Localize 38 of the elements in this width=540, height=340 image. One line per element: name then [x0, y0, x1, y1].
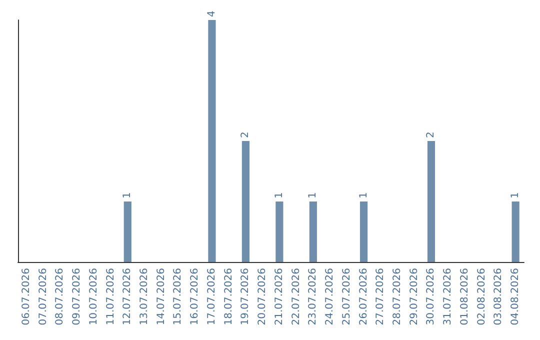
data-label: 1 — [274, 192, 285, 198]
x-tick-label: 31.07.2026 — [442, 268, 454, 326]
x-tick-label: 02.08.2026 — [476, 268, 488, 326]
x-tick-label: 29.07.2026 — [408, 268, 420, 326]
x-tick-label: 17.07.2026 — [206, 268, 218, 326]
x-tick-label: 25.07.2026 — [341, 268, 352, 326]
data-label: 1 — [510, 192, 522, 198]
x-tick-label: 24.07.2026 — [324, 268, 336, 326]
x-tick-label: 26.07.2026 — [358, 268, 370, 326]
x-tick-label: 15.07.2026 — [172, 268, 184, 326]
data-label: 1 — [358, 192, 370, 198]
x-tick-label: 21.07.2026 — [274, 268, 285, 326]
x-tick-label: 01.08.2026 — [459, 268, 470, 326]
x-tick-label: 20.07.2026 — [257, 268, 268, 326]
x-tick-label: 14.07.2026 — [156, 268, 167, 326]
data-label: 2 — [426, 132, 437, 138]
x-tick-label: 08.07.2026 — [54, 268, 66, 326]
x-tick-label: 27.07.2026 — [375, 268, 386, 326]
x-tick-label: 19.07.2026 — [240, 268, 252, 326]
x-tick-label: 22.07.2026 — [290, 268, 302, 326]
x-tick-label: 18.07.2026 — [223, 268, 234, 326]
x-tick-label: 10.07.2026 — [88, 268, 100, 326]
data-label: 1 — [122, 192, 134, 198]
x-tick-label: 23.07.2026 — [308, 268, 319, 326]
x-tick-label: 04.08.2026 — [510, 268, 522, 326]
x-tick-label: 12.07.2026 — [122, 268, 134, 326]
x-tick-label: 28.07.2026 — [392, 268, 403, 326]
x-tick-label: 16.07.2026 — [190, 268, 201, 326]
x-tick-label: 06.07.2026 — [20, 268, 32, 326]
x-tick-label: 30.07.2026 — [426, 268, 437, 326]
data-label: 4 — [206, 10, 218, 17]
x-tick-label: 09.07.2026 — [72, 268, 83, 326]
data-label: 1 — [308, 192, 319, 198]
x-tick-label: 13.07.2026 — [139, 268, 150, 326]
x-tick-label: 03.08.2026 — [493, 268, 504, 326]
data-label: 2 — [240, 132, 252, 138]
x-tick-label: 11.07.2026 — [105, 268, 116, 326]
x-tick-label: 07.07.2026 — [38, 268, 49, 326]
